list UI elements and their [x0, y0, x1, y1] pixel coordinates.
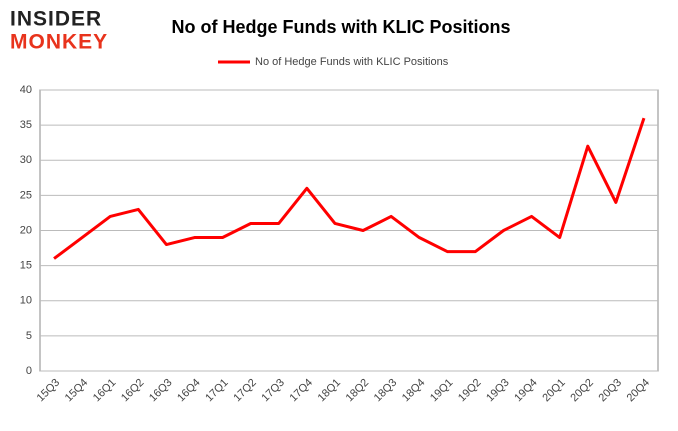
- x-tick-label: 16Q3: [147, 377, 175, 405]
- x-tick-label: 19Q2: [456, 377, 484, 405]
- x-tick-label: 19Q4: [512, 377, 540, 405]
- x-tick-label: 18Q1: [316, 377, 344, 405]
- y-tick-label: 20: [20, 224, 32, 236]
- x-tick-label: 18Q3: [372, 377, 400, 405]
- x-tick-label: 15Q4: [63, 377, 91, 405]
- y-tick-label: 5: [26, 330, 32, 342]
- x-tick-label: 18Q2: [344, 377, 372, 405]
- x-tick-label: 16Q1: [91, 377, 119, 405]
- x-tick-label: 17Q2: [231, 377, 259, 405]
- x-tick-label: 20Q1: [540, 377, 568, 405]
- y-tick-label: 40: [20, 84, 32, 96]
- logo-line1: INSIDER: [10, 8, 102, 31]
- x-tick-label: 20Q4: [625, 377, 653, 405]
- y-tick-label: 25: [20, 189, 32, 201]
- x-tick-label: 19Q3: [484, 377, 512, 405]
- y-tick-label: 15: [20, 260, 32, 272]
- x-tick-label: 18Q4: [400, 377, 428, 405]
- y-tick-label: 35: [20, 119, 32, 131]
- x-tick-label: 20Q2: [568, 377, 596, 405]
- y-tick-label: 0: [26, 365, 32, 377]
- y-tick-label: 30: [20, 154, 32, 166]
- x-tick-label: 17Q3: [259, 377, 287, 405]
- legend-label: No of Hedge Funds with KLIC Positions: [255, 56, 449, 68]
- x-tick-label: 15Q3: [35, 377, 63, 405]
- y-tick-label: 10: [20, 295, 32, 307]
- x-tick-label: 17Q4: [288, 377, 316, 405]
- x-tick-label: 20Q3: [597, 377, 625, 405]
- data-line: [53, 117, 646, 260]
- x-tick-label: 16Q4: [175, 377, 203, 405]
- logo-line2: MONKEY: [10, 31, 108, 54]
- x-tick-label: 16Q2: [119, 377, 147, 405]
- x-tick-label: 17Q1: [203, 377, 231, 405]
- chart-title: No of Hedge Funds with KLIC Positions: [172, 17, 511, 37]
- x-tick-label: 19Q1: [428, 377, 456, 405]
